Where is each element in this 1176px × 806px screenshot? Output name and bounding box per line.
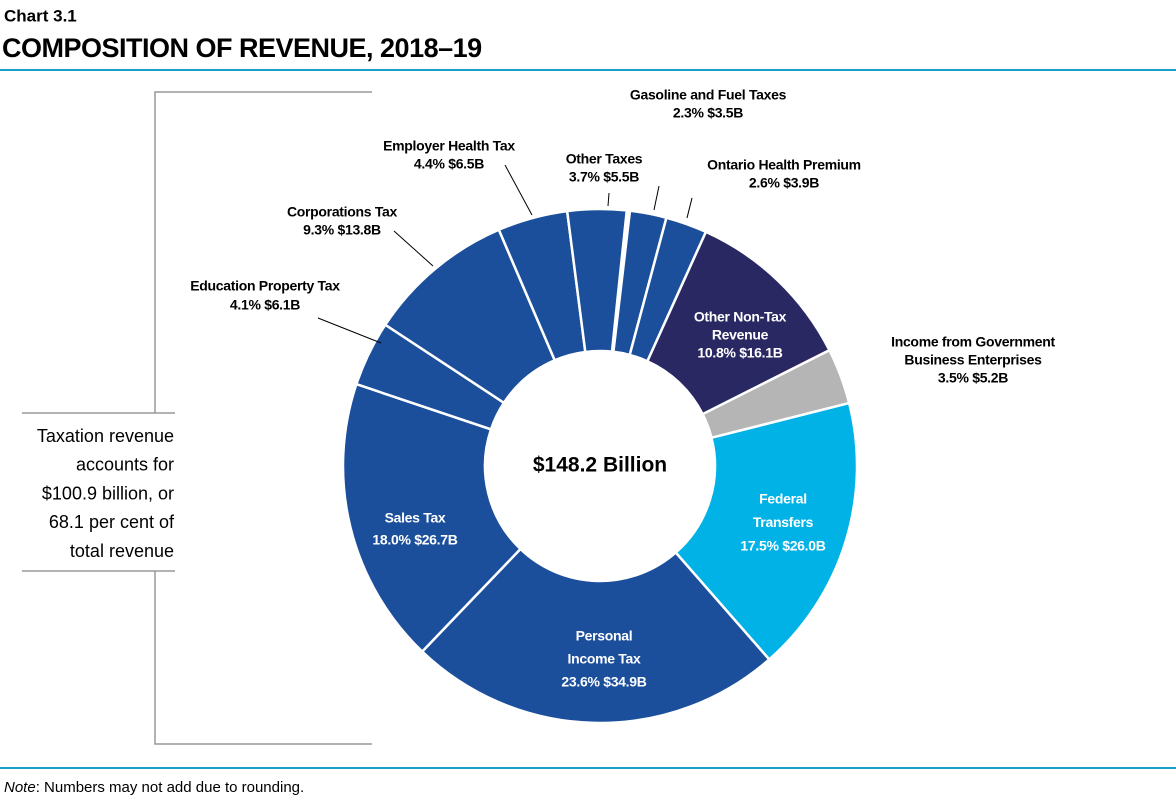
segment-label: Sales Tax [385,510,446,526]
value-label: 23.6% $34.9B [561,674,646,690]
value-label: 2.6% $3.9B [749,175,819,191]
leader-line [653,185,660,211]
note-label: Note [4,779,36,796]
center-label: $148.2 Billion [533,454,667,477]
leader-line [317,317,382,344]
leader-line [607,192,610,207]
segment-label: Personal [576,628,633,644]
segment-label: Other Non-Tax [694,309,787,325]
segment-label: Transfers [753,514,814,530]
value-label: 9.3% $13.8B [303,222,381,238]
note: Note: Numbers may not add due to roundin… [4,779,304,796]
value-label: 3.7% $5.5B [569,169,639,185]
note-text: : Numbers may not add due to rounding. [36,779,305,796]
donut-segment [341,382,523,654]
segment-label: Other Taxes [566,151,643,167]
segment-label: Business Enterprises [904,352,1042,368]
chart-kicker: Chart 3.1 [4,6,77,25]
segment-label: Employer Health Tax [383,138,515,154]
bracket [154,91,372,745]
segment-label: Education Property Tax [190,278,340,294]
side-note-line: $100.9 billion, or [42,483,174,503]
value-label: 3.5% $5.2B [938,370,1008,386]
segment-label: Ontario Health Premium [707,157,861,173]
value-label: 18.0% $26.7B [372,532,457,548]
side-note-line: accounts for [76,455,174,475]
donut-segment [420,547,771,725]
value-label: 2.3% $3.5B [673,105,743,121]
segment-label: Revenue [712,327,769,343]
leader-line [686,197,693,219]
value-label: 4.1% $6.1B [230,297,300,313]
value-label: 10.8% $16.1B [697,345,782,361]
leader-line [504,164,533,216]
segment-label: Income from Government [891,334,1055,350]
donut-segment [565,207,629,354]
value-label: 17.5% $26.0B [740,538,825,554]
donut-segment [673,401,859,662]
side-box [22,412,175,572]
leader-line [393,230,434,267]
value-label: 4.4% $6.5B [414,156,484,172]
side-note-line: Taxation revenue [37,426,174,446]
chart-title: COMPOSITION OF REVENUE, 2018–19 [2,33,482,63]
donut-segment [645,230,832,416]
side-note-line: 68.1 per cent of [49,512,175,532]
segment-label: Corporations Tax [287,204,398,220]
segment-label: Federal [759,491,807,507]
segment-label: Gasoline and Fuel Taxes [630,87,787,103]
segment-label: Income Tax [568,651,642,667]
side-note-line: total revenue [70,541,174,561]
